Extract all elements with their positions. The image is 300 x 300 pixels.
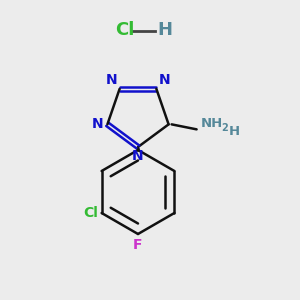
Text: N: N	[92, 117, 103, 131]
Text: N: N	[132, 149, 144, 163]
Text: NH: NH	[201, 117, 223, 130]
Text: H: H	[157, 21, 172, 39]
Text: N: N	[106, 73, 118, 87]
Text: H: H	[229, 125, 240, 138]
Text: N: N	[158, 73, 170, 87]
Text: 2: 2	[222, 123, 228, 134]
Text: F: F	[133, 238, 143, 252]
Text: Cl: Cl	[115, 21, 134, 39]
Text: Cl: Cl	[83, 206, 98, 220]
